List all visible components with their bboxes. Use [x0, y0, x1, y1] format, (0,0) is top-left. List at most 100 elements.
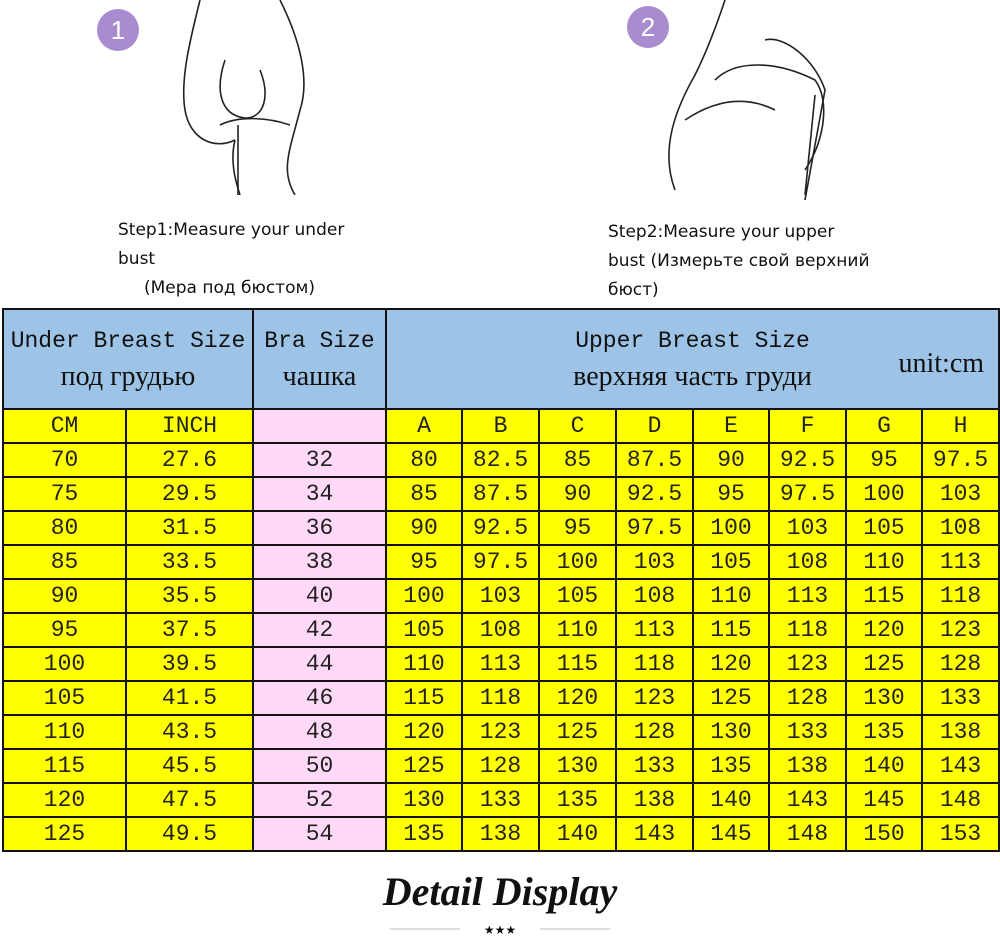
table-row-cell: 52: [252, 782, 388, 818]
table-row-cell: 123: [768, 646, 848, 682]
table-row-cell: 118: [461, 680, 541, 716]
table-row-cell: 125: [692, 680, 771, 716]
table-row-cell: 108: [461, 612, 541, 648]
table-row-cell: 37.5: [124, 612, 255, 648]
table-row-cell: 140: [538, 816, 618, 852]
table-row-cell: 130: [845, 680, 924, 716]
table-row-cell: 105: [2, 680, 127, 716]
table-row-cell: 90: [2, 578, 127, 614]
table-row-cell: 110: [845, 544, 924, 580]
table-row-cell: 32: [252, 442, 388, 478]
table-row-cell: 125: [2, 816, 127, 852]
table-row-cell: 135: [692, 748, 771, 784]
table-row-cell: 105: [538, 578, 618, 614]
sub-header-row-cell: G: [845, 408, 924, 444]
table-row-cell: 123: [615, 680, 695, 716]
table-row-cell: 138: [461, 816, 541, 852]
upper-breast-header: Upper Breast Size верхняя часть груди un…: [385, 308, 1000, 410]
measure-under-bust-illustration: [182, 0, 305, 195]
table-row-cell: 95: [692, 476, 771, 512]
table-row-cell: 143: [615, 816, 695, 852]
stars-divider: ★★★: [390, 923, 610, 936]
under-breast-header: Under Breast Size под грудью: [1, 308, 255, 410]
table-row-cell: 100: [385, 578, 464, 614]
table-row: 110 43.5 48 120 123 125 128 130 133 135 138: [2, 714, 1000, 750]
table-row-cell: 92.5: [615, 476, 695, 512]
table-row-cell: 120: [2, 782, 127, 818]
table-row-cell: 105: [845, 510, 924, 546]
bra-size-header-en: Bra Size: [264, 328, 375, 354]
table-row-cell: 44: [252, 646, 388, 682]
table-row-cell: 143: [768, 782, 848, 818]
upper-breast-header-ru: верхняя часть груди: [573, 361, 812, 392]
table-row-cell: 95: [845, 442, 924, 478]
table-row-cell: 115: [385, 680, 464, 716]
table-row-cell: 82.5: [461, 442, 541, 478]
table-row-cell: 100: [845, 476, 924, 512]
table-row-cell: 92.5: [768, 442, 848, 478]
sub-header-row: CM INCH A B C D E F G H: [2, 408, 1000, 444]
step-2-line-1: Step2:Measure your upper: [608, 222, 835, 242]
table-row-cell: 70: [2, 442, 127, 478]
table-row-cell: 85: [538, 442, 618, 478]
table-row-cell: 31.5: [124, 510, 255, 546]
table-row-cell: 43.5: [124, 714, 255, 750]
sub-header-row-cell: D: [615, 408, 695, 444]
table-row-cell: 118: [768, 612, 848, 648]
header-row: Under Breast Size под грудью Bra Size ча…: [1, 308, 1000, 410]
table-row-cell: 130: [385, 782, 464, 818]
table-row-cell: 115: [538, 646, 618, 682]
table-row-cell: 130: [538, 748, 618, 784]
table-row-cell: 128: [921, 646, 1000, 682]
table-row-cell: 128: [615, 714, 695, 750]
sub-header-row-cell: A: [385, 408, 464, 444]
size-table: Under Breast Size под грудью Bra Size ча…: [1, 308, 1000, 852]
table-row: 90 35.5 40 100 103 105 108 110 113 115 118: [2, 578, 1000, 614]
table-row: 80 31.5 36 90 92.5 95 97.5 100 103 105 108: [2, 510, 1000, 546]
table-row-cell: 115: [692, 612, 771, 648]
step-2-instructions: Step2:Measure your upper bust (Измерьте …: [608, 218, 870, 305]
table-row-cell: 135: [845, 714, 924, 750]
table-row-cell: 95: [385, 544, 464, 580]
table-row-cell: 97.5: [768, 476, 848, 512]
table-row-cell: 42: [252, 612, 388, 648]
table-row-cell: 143: [921, 748, 1000, 784]
table-row-cell: 36: [252, 510, 388, 546]
measure-upper-bust-illustration: [668, 0, 826, 200]
table-row-cell: 113: [461, 646, 541, 682]
table-row-cell: 54: [252, 816, 388, 852]
table-row: 125 49.5 54 135 138 140 143 145 148 150 153: [2, 816, 1000, 852]
table-row-cell: 49.5: [124, 816, 255, 852]
table-row-cell: 135: [385, 816, 464, 852]
table-row-cell: 113: [768, 578, 848, 614]
table-row-cell: 45.5: [124, 748, 255, 784]
unit-label: unit:cm: [898, 348, 985, 379]
table-row-cell: 33.5: [124, 544, 255, 580]
bra-size-header-ru: чашка: [282, 361, 357, 392]
table-row-cell: 120: [538, 680, 618, 716]
table-row-cell: 123: [461, 714, 541, 750]
under-breast-header-ru: под грудью: [60, 361, 196, 392]
table-row-cell: 138: [615, 782, 695, 818]
table-row-cell: 123: [921, 612, 1000, 648]
table-row-cell: 120: [845, 612, 924, 648]
table-row-cell: 130: [692, 714, 771, 750]
table-row-cell: 97.5: [615, 510, 695, 546]
table-row-cell: 97.5: [921, 442, 1000, 478]
step-2-line-2: bust (Измерьте свой верхний: [608, 251, 870, 271]
table-row-cell: 80: [385, 442, 464, 478]
table-row-cell: 110: [2, 714, 127, 750]
under-breast-header-en: Under Breast Size: [10, 328, 246, 354]
table-row-cell: 38: [252, 544, 388, 580]
sub-header-row-cell: INCH: [124, 408, 255, 444]
table-row-cell: 108: [615, 578, 695, 614]
table-row-cell: 133: [615, 748, 695, 784]
table-row-cell: 100: [2, 646, 127, 682]
table-row-cell: 140: [845, 748, 924, 784]
sub-header-row-cell: CM: [2, 408, 127, 444]
table-row: 115 45.5 50 125 128 130 133 135 138 140 143: [2, 748, 1000, 784]
table-row-cell: 128: [461, 748, 541, 784]
table-row-cell: 87.5: [461, 476, 541, 512]
table-row-cell: 95: [2, 612, 127, 648]
table-row-cell: 35.5: [124, 578, 255, 614]
